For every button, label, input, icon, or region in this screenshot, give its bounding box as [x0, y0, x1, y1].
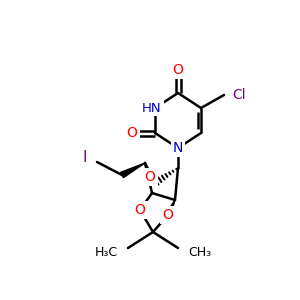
Text: O: O — [135, 203, 146, 217]
Text: CH₃: CH₃ — [188, 245, 211, 259]
Text: H₃C: H₃C — [95, 245, 118, 259]
Text: HN: HN — [142, 101, 162, 115]
Text: N: N — [173, 141, 183, 155]
Text: I: I — [82, 151, 87, 166]
Text: Cl: Cl — [232, 88, 246, 102]
Text: O: O — [145, 170, 155, 184]
Text: O: O — [163, 208, 173, 222]
Text: O: O — [172, 63, 183, 77]
Polygon shape — [121, 163, 145, 178]
Polygon shape — [166, 200, 175, 216]
Text: O: O — [127, 126, 137, 140]
